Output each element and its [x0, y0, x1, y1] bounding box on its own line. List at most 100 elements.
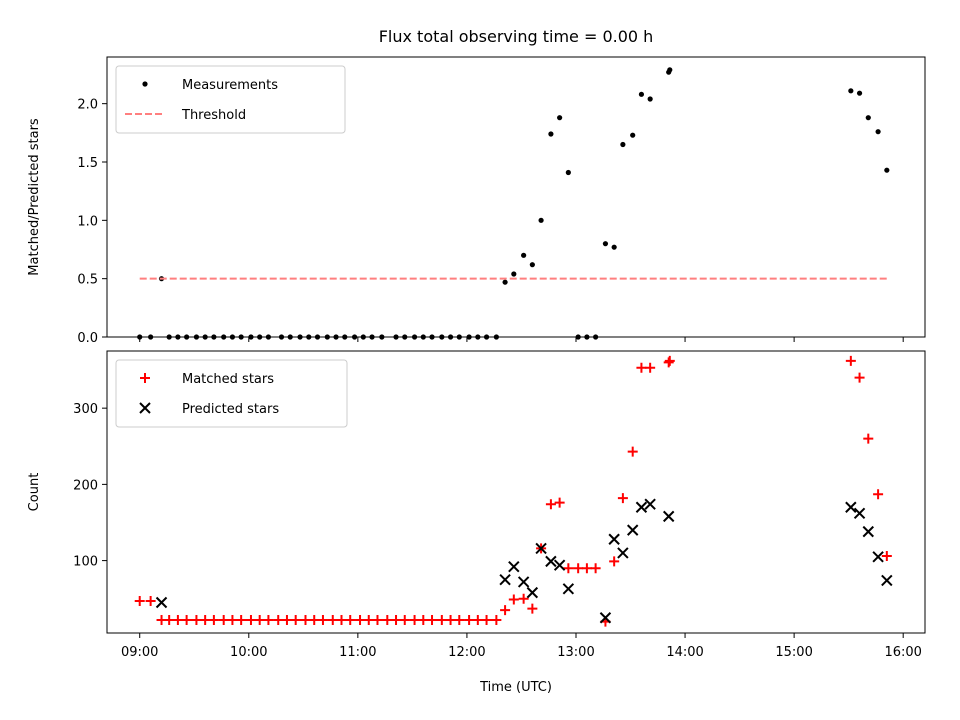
matched-star-point [382, 615, 393, 626]
measurement-point [620, 141, 626, 148]
matched-star-point [355, 615, 366, 626]
predicted-star-point [626, 524, 639, 536]
predicted-star-point [635, 501, 648, 513]
matched-star-point [590, 563, 601, 574]
matched-star-point [200, 615, 211, 626]
measurement-point [602, 241, 609, 247]
predicted-star-point [608, 533, 620, 545]
matched-star-point [236, 615, 247, 626]
matched-star-point [518, 593, 529, 604]
legend-box [115, 65, 346, 134]
measurement-point [466, 334, 472, 340]
measurement-point [548, 131, 554, 137]
measurement-point [379, 334, 385, 340]
matched-star-point [573, 563, 584, 574]
bottom-plot-panel: 09:00 10:00 11:00 12:00 13:00 14:00 15:00 16:00… [27, 350, 926, 660]
matched-star-point [218, 615, 229, 626]
matched-star-point [181, 615, 192, 626]
measurement-point [202, 334, 208, 340]
measurement-point [456, 334, 462, 340]
y-axis-label: Matched/Predicted stars [27, 118, 42, 276]
measurement-point [593, 334, 599, 340]
matched-star-point [245, 615, 256, 626]
matched-star-point [309, 615, 320, 626]
y-tick-label: 1.0 [77, 214, 98, 229]
figure-title: Flux total observing time = 0.00 h [379, 27, 654, 46]
measurement-point [521, 252, 527, 258]
measurement-point [314, 334, 321, 340]
predicted-star-point [526, 586, 539, 599]
measurement-point [447, 334, 454, 340]
matched-star-point [645, 362, 656, 373]
matched-star-point [581, 563, 592, 574]
measurement-point [306, 334, 312, 340]
measurement-point [265, 334, 272, 340]
predicted-star-point [599, 612, 612, 624]
y-tick-label: 0.0 [77, 331, 98, 346]
measurement-point [420, 334, 426, 340]
measurement-point [229, 334, 236, 340]
measurement-point [511, 271, 517, 277]
measurement-point [211, 334, 217, 340]
predicted-star-point [535, 542, 547, 555]
measurement-point [369, 334, 375, 340]
matched-star-point [345, 615, 356, 626]
y-tick-label: 2.0 [77, 98, 98, 113]
matched-star-point [481, 615, 492, 626]
series-predicted-stars [155, 498, 893, 624]
legend-measurement-marker [142, 81, 148, 87]
legend-label: Measurements [182, 78, 278, 93]
measurement-point [257, 334, 263, 340]
matched-star-point [399, 615, 410, 626]
matched-star-point [134, 595, 145, 606]
legend-label: Predicted stars [182, 402, 279, 417]
measurement-point [439, 334, 445, 340]
measurement-point [297, 334, 303, 340]
measurement-point [483, 334, 490, 340]
measurement-point [538, 217, 544, 223]
measurement-point [221, 334, 227, 340]
matched-star-point [500, 605, 511, 616]
x-tick-label: 14:00 [666, 645, 703, 660]
matched-star-point [491, 615, 502, 626]
matched-star-point [854, 372, 865, 383]
measurement-point [647, 96, 653, 102]
measurement-point [557, 115, 563, 121]
measurement-point [493, 334, 499, 340]
matched-star-point [508, 594, 519, 605]
measurement-point [638, 91, 645, 97]
matched-star-point [227, 615, 238, 626]
measurement-point [875, 129, 881, 135]
measurement-point [166, 334, 172, 340]
predicted-star-point [644, 498, 656, 510]
legend: Matched stars Predicted stars [115, 359, 348, 428]
legend-matched-marker [140, 373, 150, 383]
matched-star-point [191, 615, 202, 626]
matched-star-point [300, 615, 311, 626]
matched-star-point [327, 615, 338, 626]
matched-star-point [164, 615, 175, 626]
measurement-point [360, 334, 366, 340]
predicted-star-point [562, 583, 575, 595]
matched-star-point [554, 497, 565, 508]
matched-star-point [527, 603, 538, 614]
predicted-star-point [499, 573, 511, 586]
matched-star-point [609, 556, 620, 567]
matched-star-point [281, 615, 292, 626]
measurement-point [324, 334, 330, 340]
y-tick-label: 1.5 [77, 156, 98, 171]
y-tick-label: 0.5 [77, 273, 98, 288]
matched-star-point [545, 499, 556, 510]
legend-label: Threshold [181, 108, 246, 123]
matched-star-point [845, 355, 856, 366]
x-tick-label: 12:00 [448, 645, 485, 660]
matched-star-point [464, 615, 475, 626]
matched-star-point [391, 615, 402, 626]
matched-star-point [436, 615, 447, 626]
measurement-point [575, 334, 581, 340]
measurement-point [175, 334, 181, 340]
matched-star-point [372, 615, 383, 626]
matched-star-point [664, 355, 675, 366]
measurement-point [865, 115, 871, 121]
